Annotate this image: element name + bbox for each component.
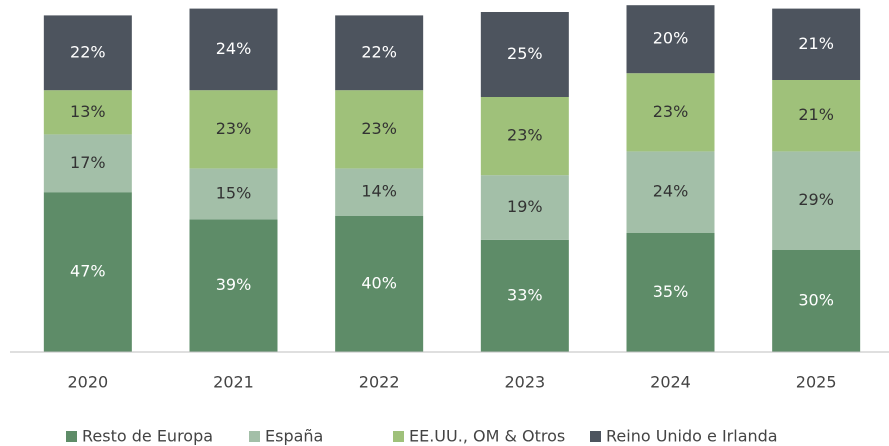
legend-swatch — [393, 431, 404, 442]
bar-segment — [335, 216, 424, 352]
x-tick-label: 2020 — [67, 373, 108, 392]
bar-segment — [480, 97, 569, 176]
bar-segment — [772, 80, 861, 152]
data-label: 23% — [361, 119, 397, 138]
x-tick-label: 2025 — [796, 373, 837, 392]
bar-segment — [480, 239, 569, 352]
bar-segment — [43, 134, 132, 193]
bar-segment — [772, 151, 861, 250]
data-label: 30% — [798, 291, 834, 310]
data-label: 19% — [507, 197, 543, 216]
data-label: 24% — [653, 182, 689, 201]
bar-segment — [189, 219, 278, 352]
bar-segment — [772, 250, 861, 352]
bar-segment — [189, 168, 278, 220]
bar-segment — [43, 192, 132, 352]
x-tick-label: 2021 — [213, 373, 254, 392]
legend-label: EE.UU., OM & Otros — [409, 427, 565, 446]
data-label: 33% — [507, 285, 543, 304]
bar-segment — [626, 151, 715, 233]
data-label: 22% — [70, 42, 106, 61]
data-label: 17% — [70, 153, 106, 172]
data-label: 22% — [361, 42, 397, 61]
data-label: 40% — [361, 274, 397, 293]
bar-segment — [189, 8, 278, 91]
data-label: 15% — [216, 183, 252, 202]
legend-label: Resto de Europa — [82, 427, 213, 446]
x-tick-label: 2023 — [504, 373, 545, 392]
data-label: 35% — [653, 282, 689, 301]
bar-segment — [626, 233, 715, 352]
data-label: 29% — [798, 190, 834, 209]
bar-segment — [335, 90, 424, 169]
bar-segment — [43, 90, 132, 135]
data-label: 21% — [798, 105, 834, 124]
data-label: 23% — [653, 102, 689, 121]
bar-segment — [772, 8, 861, 81]
data-label: 24% — [216, 39, 252, 58]
data-label: 23% — [216, 119, 252, 138]
bar-segment — [189, 90, 278, 169]
legend-swatch — [66, 431, 77, 442]
data-label: 23% — [507, 126, 543, 145]
data-label: 21% — [798, 34, 834, 53]
x-tick-label: 2024 — [650, 373, 691, 392]
legend-swatch — [590, 431, 601, 442]
legend-swatch — [249, 431, 260, 442]
data-label: 13% — [70, 102, 106, 121]
data-label: 47% — [70, 262, 106, 281]
bar-segment — [480, 12, 569, 97]
data-label: 20% — [653, 29, 689, 48]
data-label: 25% — [507, 44, 543, 63]
x-tick-label: 2022 — [359, 373, 400, 392]
data-label: 14% — [361, 182, 397, 201]
bar-segment — [626, 73, 715, 152]
bar-segment — [335, 168, 424, 216]
legend-label: España — [265, 427, 323, 446]
legend-label: Reino Unido e Irlanda — [606, 427, 778, 446]
bar-segment — [43, 15, 132, 91]
bar-segment — [335, 15, 424, 91]
bar-segment — [480, 175, 569, 240]
bar-segment — [626, 5, 715, 74]
data-label: 39% — [216, 275, 252, 294]
